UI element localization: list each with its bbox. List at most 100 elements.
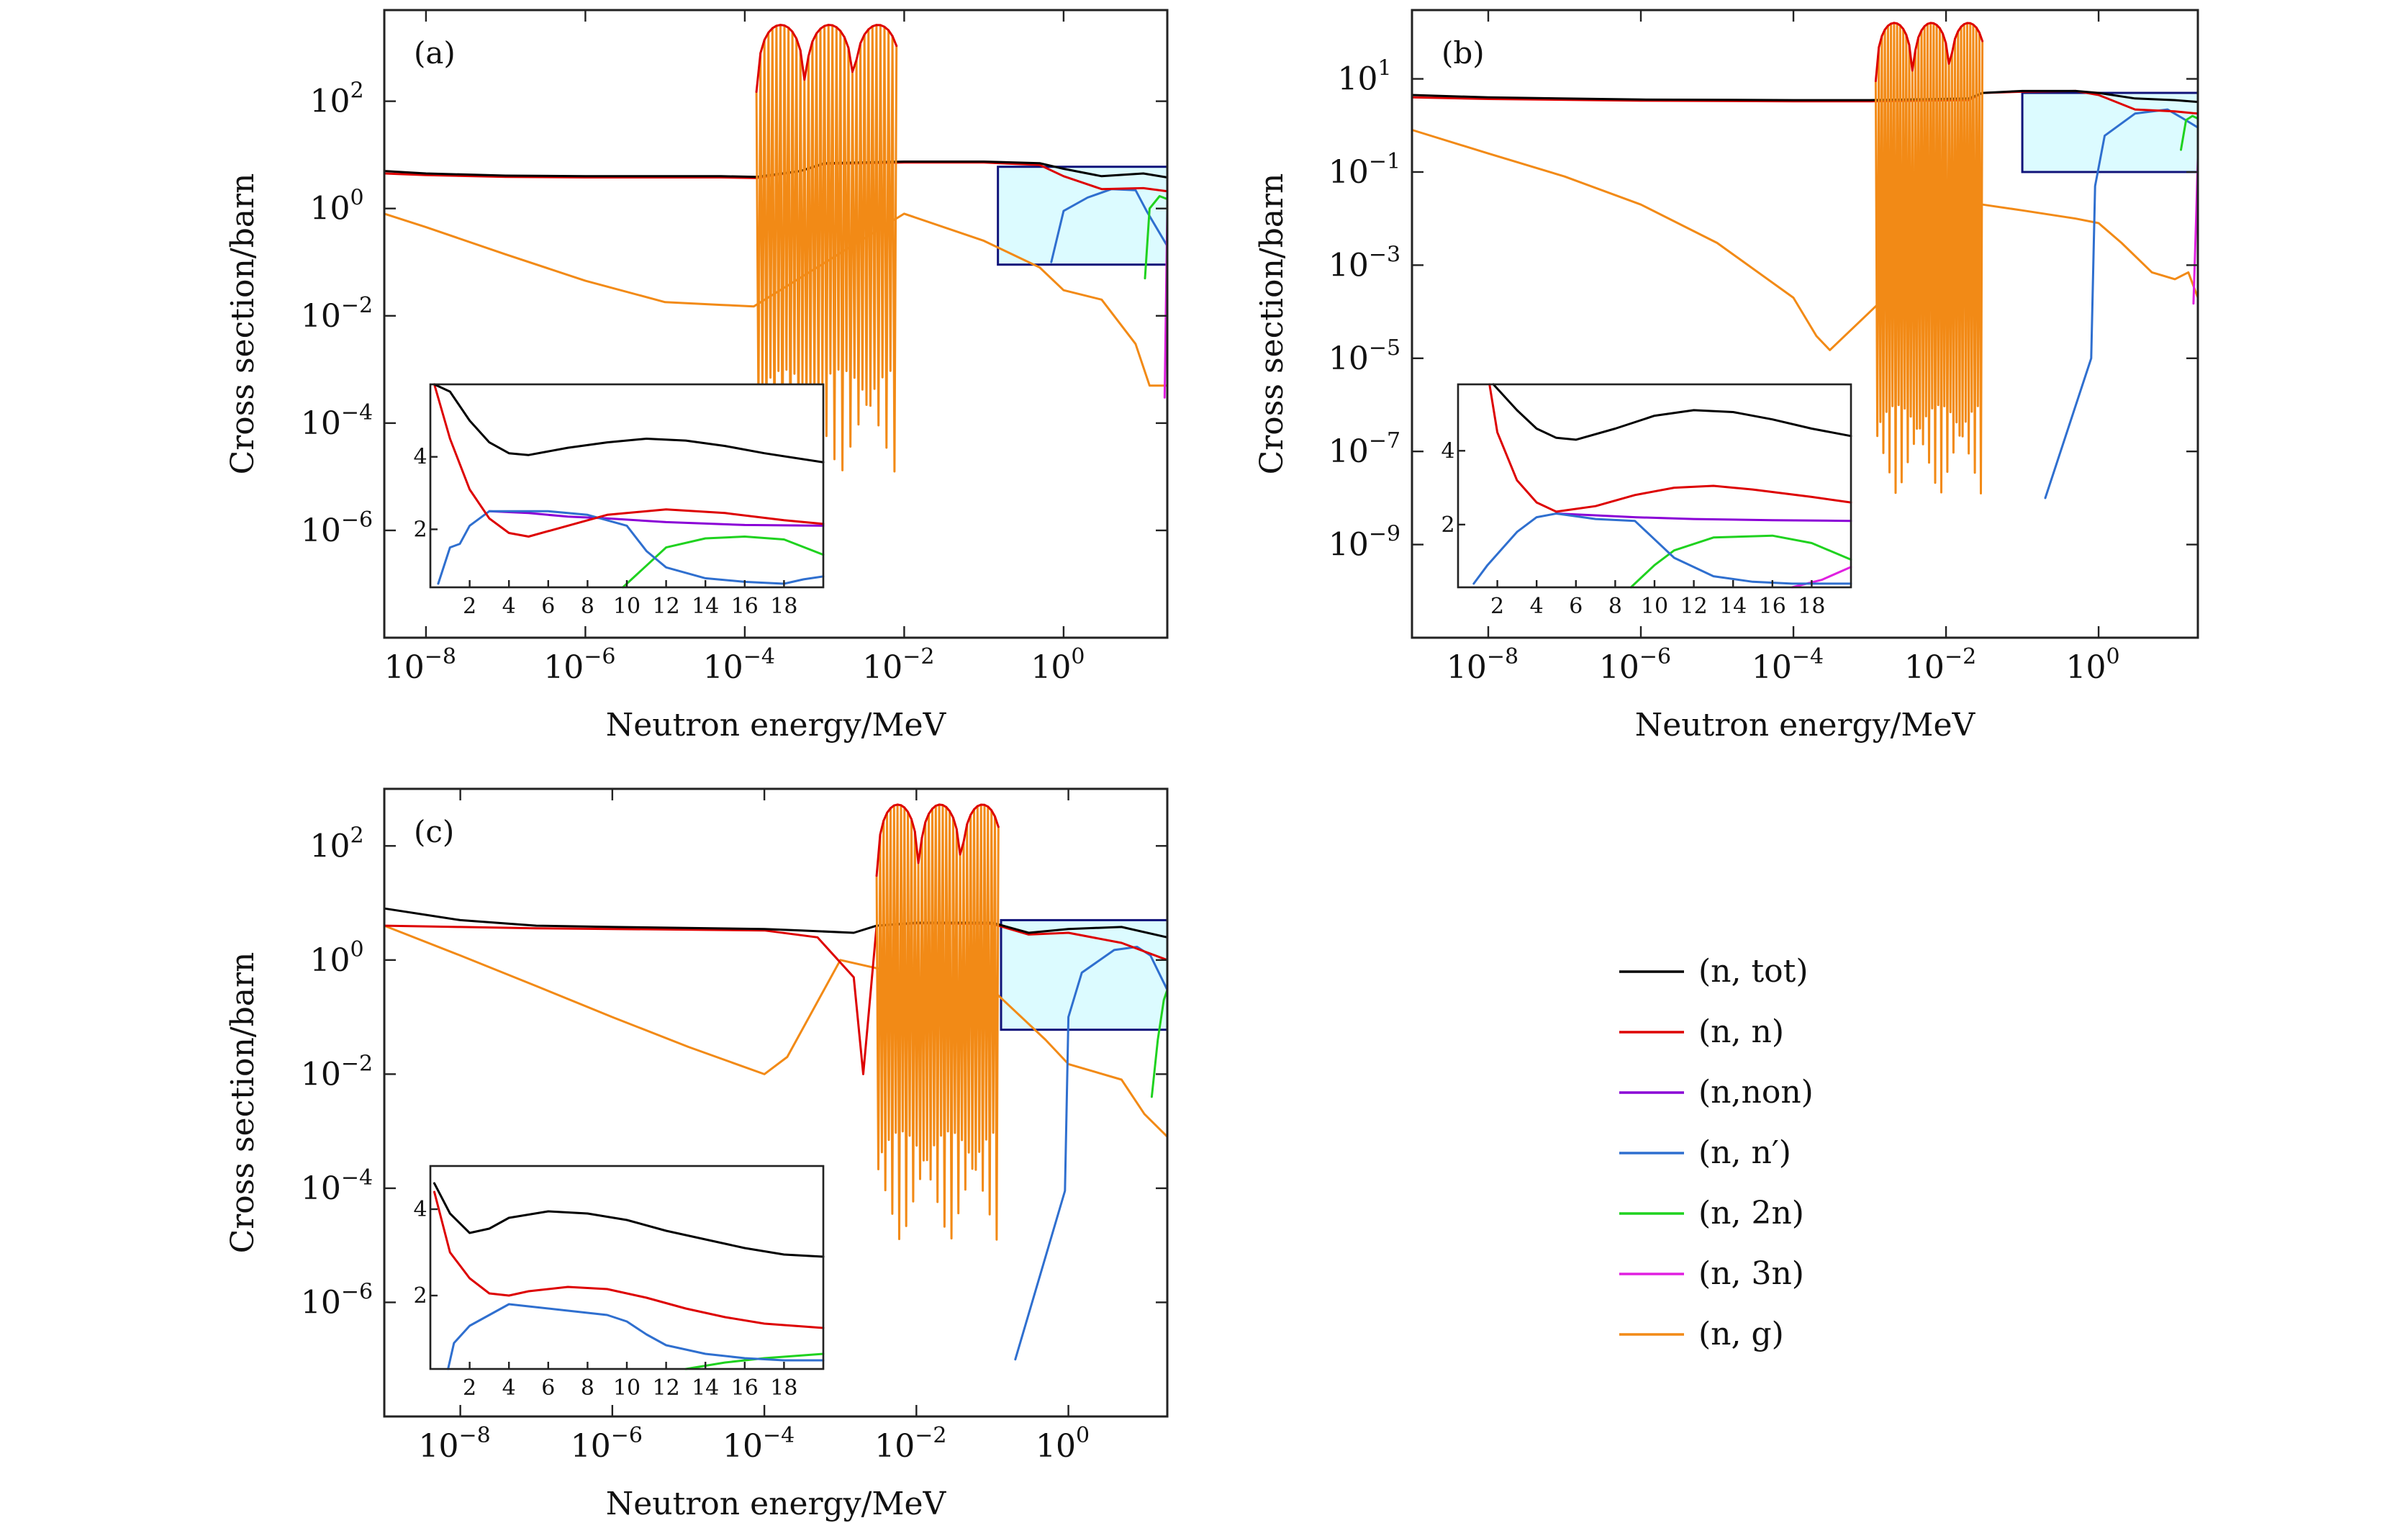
series-line-nn <box>383 922 1169 1075</box>
inset-x-tick-label: 12 <box>1680 594 1708 619</box>
resonance-texture-nn <box>755 24 898 93</box>
inset-x-tick-label: 2 <box>463 1375 476 1401</box>
legend-label-ninel: (n, n′) <box>1698 1134 1791 1171</box>
x-tick-label: 10−6 <box>571 1423 643 1465</box>
panel-b: 10−8 10−6 10−4 10−2 100 101 10−1 10−3 10−5 10−7 10… <box>1254 9 2199 744</box>
series-line-n2n <box>1144 195 1169 280</box>
inset-y-tick-label: 4 <box>413 1197 427 1222</box>
inset-line-non <box>488 510 825 527</box>
x-tick-label: 10−4 <box>1752 644 1824 686</box>
inset-x-tick-label: 16 <box>731 594 759 619</box>
inset-x-tick-label: 16 <box>1759 594 1786 619</box>
x-tick-label: 10−4 <box>703 644 775 686</box>
inset-x-tick-label: 6 <box>1569 594 1583 619</box>
inset-line-non <box>1555 512 1852 523</box>
resonance-texture-nn <box>1874 22 1984 82</box>
zoom-region-box <box>1000 918 1169 1031</box>
inset-y-tick-label: 4 <box>413 445 427 470</box>
inset-y-tick-label: 2 <box>413 517 427 542</box>
inset-frame <box>1457 383 1852 589</box>
plot-border <box>383 9 1169 639</box>
inset-y-tick-label: 2 <box>413 1283 427 1309</box>
x-tick-label: 10−2 <box>1904 644 1976 686</box>
legend-label-ng: (n, g) <box>1698 1316 1784 1352</box>
y-tick-label: 102 <box>309 823 363 864</box>
panel-label: (a) <box>414 35 456 71</box>
y-axis-title: Cross section/barn <box>1254 173 1290 475</box>
y-tick-label: 10−4 <box>301 400 373 442</box>
inset-line-ninel <box>1472 512 1852 585</box>
y-tick-label: 10−9 <box>1329 522 1400 564</box>
inset-y-tick-label: 2 <box>1441 512 1454 538</box>
resonance-texture-ng <box>755 24 898 473</box>
inset-x-tick-label: 12 <box>653 1375 680 1401</box>
legend-label-n3n: (n, 3n) <box>1698 1255 1804 1292</box>
resonance-texture-nn <box>875 803 1000 877</box>
plot-border <box>1411 9 2199 639</box>
inset-x-tick-label: 14 <box>692 1375 719 1401</box>
inset-x-tick-label: 18 <box>770 594 797 619</box>
inset-x-tick-label: 6 <box>541 594 555 619</box>
inset-frame <box>429 1165 825 1370</box>
inset-line-nn <box>1488 383 1852 513</box>
y-tick-label: 10−4 <box>301 1165 373 1207</box>
zoom-region-rect <box>1000 918 1169 1031</box>
inset-x-tick-label: 14 <box>1719 594 1747 619</box>
resonance-texture-ng <box>875 803 1000 1241</box>
x-tick-label: 100 <box>1031 644 1085 686</box>
inset-line-tot <box>1492 383 1852 441</box>
legend-label-non: (n,non) <box>1698 1074 1814 1111</box>
x-axis-title: Neutron energy/MeV <box>606 1486 947 1522</box>
inset-x-tick-label: 4 <box>1530 594 1544 619</box>
x-axis-title: Neutron energy/MeV <box>1635 707 1976 744</box>
inset-line-n2n <box>1629 534 1852 589</box>
y-tick-label: 10−5 <box>1329 335 1400 377</box>
legend-label-nn: (n, n) <box>1698 1013 1784 1050</box>
inset-x-tick-label: 4 <box>502 594 516 619</box>
inset-x-tick-label: 2 <box>463 594 476 619</box>
plot-border <box>383 787 1169 1418</box>
y-tick-label: 10−2 <box>301 1051 373 1093</box>
x-tick-label: 10−6 <box>543 644 615 686</box>
y-tick-label: 10−3 <box>1329 242 1400 284</box>
series-group <box>1411 22 2199 500</box>
y-tick-label: 10−6 <box>301 507 373 549</box>
inset-x-tick-label: 18 <box>1798 594 1825 619</box>
series-line-ninel <box>2044 108 2199 500</box>
inset-x-tick-label: 10 <box>613 594 641 619</box>
inset-x-tick-label: 12 <box>653 594 680 619</box>
inset-line-tot <box>433 1182 825 1258</box>
inset-x-tick-label: 10 <box>1641 594 1668 619</box>
y-tick-label: 101 <box>1337 56 1391 98</box>
inset-x-tick-label: 4 <box>502 1375 516 1401</box>
x-tick-label: 10−2 <box>874 1423 946 1465</box>
inset-x-tick-label: 16 <box>731 1375 759 1401</box>
inset-x-tick-label: 8 <box>581 594 594 619</box>
inset-line-ninel <box>437 510 825 585</box>
y-axis-title: Cross section/barn <box>225 173 261 475</box>
y-tick-label: 10−6 <box>301 1279 373 1321</box>
series-line-tot <box>383 907 1169 939</box>
y-tick-label: 102 <box>309 78 363 120</box>
x-tick-label: 10−6 <box>1599 644 1671 686</box>
inset-x-tick-label: 18 <box>770 1375 797 1401</box>
series-line-ninel <box>1014 946 1169 1361</box>
legend: (n, tot) (n, n) (n,non) (n, n′) (n, 2n) (n, 3… <box>1619 953 1814 1352</box>
x-axis-title: Neutron energy/MeV <box>606 707 947 744</box>
x-tick-label: 10−8 <box>419 1423 491 1465</box>
legend-label-n2n: (n, 2n) <box>1698 1195 1804 1231</box>
resonance-texture-ng <box>1874 22 1984 494</box>
series-group <box>383 803 1169 1361</box>
series-line-n2n <box>2180 114 2199 151</box>
inset-x-tick-label: 14 <box>692 594 719 619</box>
zoom-region-rect <box>997 166 1169 266</box>
x-tick-label: 10−8 <box>384 644 456 686</box>
inset-x-tick-label: 2 <box>1490 594 1504 619</box>
series-line-n2n <box>1150 988 1169 1098</box>
